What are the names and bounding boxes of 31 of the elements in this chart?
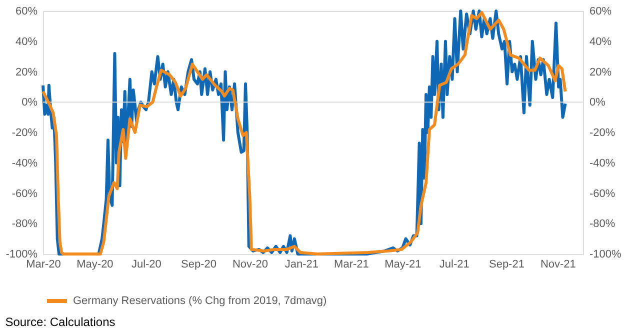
legend-label: Germany Reservations (% Chg from 2019, 7dmavg) (73, 295, 327, 307)
y2-tick-label: -80% (590, 218, 616, 230)
y-tick-label: -100% (6, 248, 38, 260)
x-tick-label: Nov-21 (540, 258, 576, 270)
x-tick-label: Jan-21 (284, 258, 319, 270)
x-tick-label: Jul-20 (131, 258, 162, 270)
y2-tick-label: 20% (590, 66, 612, 78)
y2-tick-label: -60% (590, 188, 616, 200)
y2-tick-label: -40% (590, 157, 616, 170)
x-tick-label: Mar-20 (26, 258, 61, 270)
y-tick-label: -40% (12, 157, 38, 170)
y-tick-label: 40% (15, 36, 38, 48)
x-tick-label: May-21 (384, 258, 422, 270)
y2-tick-label: 0% (590, 96, 606, 109)
y2-tick-label: -100% (590, 248, 622, 260)
y2-tick-label: -20% (590, 127, 616, 139)
y2-tick-label: 40% (590, 36, 612, 48)
source-note: Source: Calculations (5, 315, 116, 329)
x-tick-label: Nov-20 (232, 258, 268, 270)
y-tick-label: -60% (12, 188, 38, 200)
x-tick-label: Mar-21 (334, 258, 369, 270)
y-tick-label: 0% (22, 96, 38, 109)
x-tick-label: Sep-20 (181, 258, 216, 270)
y2-tick-label: 60% (590, 6, 612, 18)
y-tick-label: 60% (15, 6, 38, 18)
x-tick-label: May-20 (76, 258, 114, 270)
y-tick-label: 20% (15, 66, 38, 78)
x-tick-label: Sep-21 (488, 258, 524, 270)
x-tick-label: Jul-21 (439, 258, 470, 270)
y-tick-label: -20% (12, 127, 38, 139)
y-tick-label: -80% (12, 218, 38, 230)
